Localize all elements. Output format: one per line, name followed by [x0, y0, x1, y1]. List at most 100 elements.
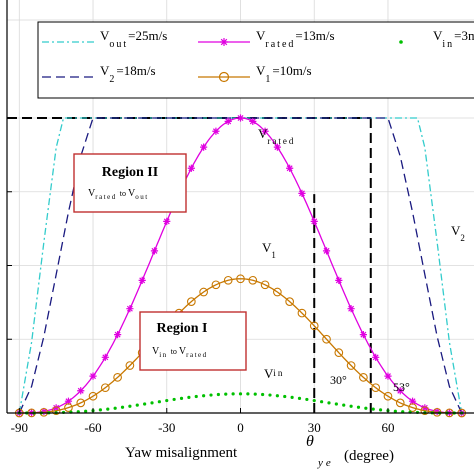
series-point — [383, 391, 393, 401]
angle-label-53: 53° — [393, 380, 410, 394]
series-point — [327, 401, 331, 405]
x-tick-label: 60 — [381, 420, 394, 435]
region-1-annotation: Region I Vin to Vrated — [139, 311, 247, 371]
series-point — [51, 406, 61, 416]
series-point — [40, 407, 48, 416]
legend-label: Vrated=13m/s — [256, 28, 335, 50]
x-axis-symbol-sub: ye — [317, 457, 334, 469]
series-point — [393, 409, 397, 413]
y-ticks — [7, 117, 12, 340]
series-point — [433, 407, 441, 416]
x-axis-label: Yaw misalignment — [125, 445, 238, 461]
series-point — [408, 397, 417, 405]
series-point — [371, 383, 381, 393]
region-2-annotation: Region II Vrated to Vout — [73, 153, 187, 213]
region-1-box — [139, 311, 247, 371]
series-point — [283, 394, 287, 399]
series-point — [261, 127, 269, 135]
series-point — [125, 361, 135, 370]
x-tick-label: 0 — [237, 420, 244, 435]
series-point — [187, 164, 195, 172]
series-point — [150, 247, 159, 255]
series-point — [209, 393, 213, 397]
series-point — [249, 117, 257, 125]
series-point — [88, 391, 98, 401]
series-point — [128, 404, 132, 408]
series-point — [395, 398, 405, 408]
series-line — [19, 278, 462, 414]
x-tick-label: 30 — [308, 420, 321, 435]
region-2-box — [73, 153, 187, 213]
series-point — [334, 402, 338, 406]
series-point — [297, 308, 307, 318]
series-point — [77, 387, 85, 395]
series-point — [200, 143, 208, 151]
series-point — [64, 397, 73, 405]
series-point — [135, 403, 139, 407]
series-point — [309, 321, 319, 331]
series-point — [273, 287, 282, 297]
series-point — [310, 217, 318, 225]
series-point — [120, 405, 125, 409]
legend-item: Vin=3m/s — [399, 28, 474, 50]
legend-marker — [218, 71, 230, 83]
series-point — [212, 127, 220, 135]
series-point — [384, 372, 392, 380]
series-point — [260, 280, 270, 290]
series-point — [396, 387, 404, 395]
series-point — [349, 404, 353, 408]
series-point — [342, 403, 346, 407]
series-point — [172, 397, 176, 402]
angle-label-30: 30° — [330, 373, 347, 387]
series-point — [157, 400, 161, 404]
series-point — [246, 392, 250, 396]
region-1-sub: Vin to Vrated — [152, 346, 208, 359]
series-point — [224, 117, 232, 125]
series-point — [98, 408, 102, 412]
series-point — [359, 331, 367, 339]
x-tick-labels: -90 -60 -30 0 30 60 — [11, 408, 394, 435]
series-point — [268, 393, 272, 397]
series-point — [231, 392, 235, 396]
series-point — [248, 275, 258, 285]
series-point — [312, 398, 316, 403]
series-point — [290, 395, 294, 399]
series-point — [126, 305, 134, 313]
legend-item: V1=10m/s — [198, 63, 312, 85]
series-point — [275, 394, 279, 398]
series-point — [285, 297, 295, 306]
legend-label: V2=18m/s — [100, 63, 156, 85]
legend-item: Vrated=13m/s — [198, 28, 335, 50]
legend-swatch — [399, 40, 403, 44]
series-point — [356, 405, 361, 409]
series-point — [52, 404, 60, 412]
legend-box — [37, 21, 474, 99]
series-point — [202, 394, 206, 398]
series-point — [143, 402, 147, 406]
series-point — [320, 400, 324, 404]
series-point — [199, 287, 208, 297]
series-point — [187, 395, 191, 399]
legend-label: Vin=3m/s — [433, 28, 474, 50]
series-point — [101, 353, 109, 361]
legend-marker — [220, 38, 228, 46]
series-point — [223, 275, 233, 285]
series-point — [297, 396, 302, 400]
series-point — [216, 392, 220, 397]
series-point — [408, 403, 417, 412]
series-point — [138, 276, 146, 284]
x-tick-label: -30 — [158, 420, 175, 435]
series-point — [273, 143, 281, 151]
legend-item: V2=18m/s — [42, 63, 156, 85]
series-point — [113, 406, 117, 410]
series-point — [186, 297, 196, 306]
series-point — [106, 407, 110, 411]
curve-label-vin: Vin — [264, 366, 284, 381]
series-point — [346, 361, 356, 370]
series-point — [179, 396, 184, 400]
series-point — [372, 353, 380, 361]
x-tick-label: -60 — [84, 420, 101, 435]
series-point — [371, 407, 375, 411]
series-point — [420, 406, 430, 416]
